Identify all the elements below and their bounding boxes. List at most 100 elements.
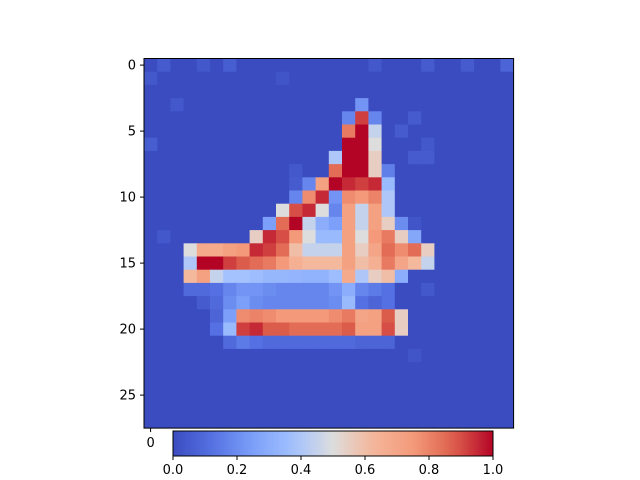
heatmap-cell <box>170 137 184 152</box>
heatmap-cell <box>421 309 435 323</box>
heatmap-cell <box>342 71 356 86</box>
heatmap-cell <box>408 414 422 429</box>
heatmap-cell <box>196 282 211 297</box>
heatmap-cell <box>408 137 422 152</box>
heatmap-cell <box>223 190 237 205</box>
heatmap-cell <box>421 348 435 363</box>
heatmap-cell <box>328 216 343 231</box>
heatmap-cell <box>196 164 211 178</box>
heatmap-cell <box>328 335 343 350</box>
heatmap-cell <box>328 124 343 139</box>
heatmap-cell <box>223 282 237 297</box>
heatmap-cell <box>183 243 198 257</box>
heatmap-cell <box>328 375 343 389</box>
heatmap-cell <box>315 414 330 429</box>
heatmap-cell <box>249 282 264 297</box>
heatmap-cell <box>196 348 211 363</box>
heatmap-cell <box>249 256 264 271</box>
heatmap-cell <box>381 98 396 112</box>
heatmap-cell <box>394 256 409 271</box>
heatmap-cell <box>474 322 488 337</box>
heatmap-cell <box>196 269 211 284</box>
heatmap-cell <box>236 150 250 165</box>
heatmap-cell <box>328 164 343 178</box>
heatmap-cell <box>262 256 277 271</box>
heatmap-cell <box>394 137 409 152</box>
heatmap-cell <box>381 269 396 284</box>
heatmap-cell <box>328 309 343 323</box>
heatmap-cell <box>236 111 250 125</box>
heatmap-cell <box>447 98 462 112</box>
heatmap-cell <box>342 98 356 112</box>
heatmap-cell <box>355 150 369 165</box>
heatmap-cell <box>500 401 514 416</box>
heatmap-cell <box>368 256 382 271</box>
heatmap-cell <box>157 190 171 205</box>
heatmap-cell <box>394 309 409 323</box>
heatmap-cell <box>170 269 184 284</box>
heatmap-cell <box>276 203 290 218</box>
heatmap-cell <box>170 322 184 337</box>
heatmap-cell <box>144 296 158 310</box>
y-axis: 0 5 10 15 20 25 <box>119 59 144 404</box>
heatmap-cell <box>381 375 396 389</box>
heatmap-cell <box>210 401 224 416</box>
heatmap-cell <box>249 190 264 205</box>
heatmap-cell <box>474 230 488 244</box>
heatmap-cell <box>487 309 501 323</box>
heatmap-cell <box>315 322 330 337</box>
heatmap-cell <box>460 150 475 165</box>
heatmap-cell <box>144 335 158 350</box>
heatmap-cell <box>460 216 475 231</box>
heatmap-cell <box>342 203 356 218</box>
heatmap-cell <box>487 124 501 139</box>
heatmap-cell <box>183 322 198 337</box>
heatmap-cell <box>447 362 462 376</box>
heatmap-cell <box>434 137 448 152</box>
heatmap-cell <box>157 375 171 389</box>
heatmap-cell <box>289 98 303 112</box>
heatmap-cell <box>434 414 448 429</box>
heatmap-cell <box>262 58 277 73</box>
heatmap-cell <box>421 177 435 191</box>
heatmap-cell <box>223 84 237 99</box>
heatmap-cell <box>342 230 356 244</box>
heatmap-cell <box>474 58 488 73</box>
heatmap-cells <box>144 58 514 429</box>
heatmap-cell <box>196 177 211 191</box>
heatmap-cell <box>157 401 171 416</box>
heatmap-cell <box>315 98 330 112</box>
heatmap-cell <box>328 282 343 297</box>
heatmap-cell <box>434 348 448 363</box>
heatmap-cell <box>236 84 250 99</box>
heatmap-cell <box>328 269 343 284</box>
heatmap-cell <box>236 362 250 376</box>
heatmap-cell <box>447 256 462 271</box>
heatmap-cell <box>408 296 422 310</box>
heatmap-cell <box>223 375 237 389</box>
heatmap-cell <box>421 71 435 86</box>
heatmap-cell <box>381 58 396 73</box>
heatmap-cell <box>289 111 303 125</box>
colorbar-tick-label: 0.4 <box>291 463 312 478</box>
heatmap-cell <box>249 84 264 99</box>
heatmap-cell <box>500 137 514 152</box>
heatmap-cell <box>408 150 422 165</box>
heatmap-cell <box>157 71 171 86</box>
heatmap-cell <box>381 216 396 231</box>
heatmap-cell <box>196 322 211 337</box>
heatmap-cell <box>315 348 330 363</box>
heatmap-cell <box>183 150 198 165</box>
heatmap-cell <box>447 414 462 429</box>
heatmap-cell <box>302 401 316 416</box>
heatmap-cell <box>368 309 382 323</box>
heatmap-cell <box>210 388 224 403</box>
heatmap-cell <box>210 322 224 337</box>
heatmap-cell <box>460 190 475 205</box>
heatmap-cell <box>210 98 224 112</box>
heatmap-cell <box>144 98 158 112</box>
heatmap-cell <box>500 230 514 244</box>
heatmap-cell <box>144 150 158 165</box>
heatmap-cell <box>144 164 158 178</box>
heatmap-cell <box>262 401 277 416</box>
